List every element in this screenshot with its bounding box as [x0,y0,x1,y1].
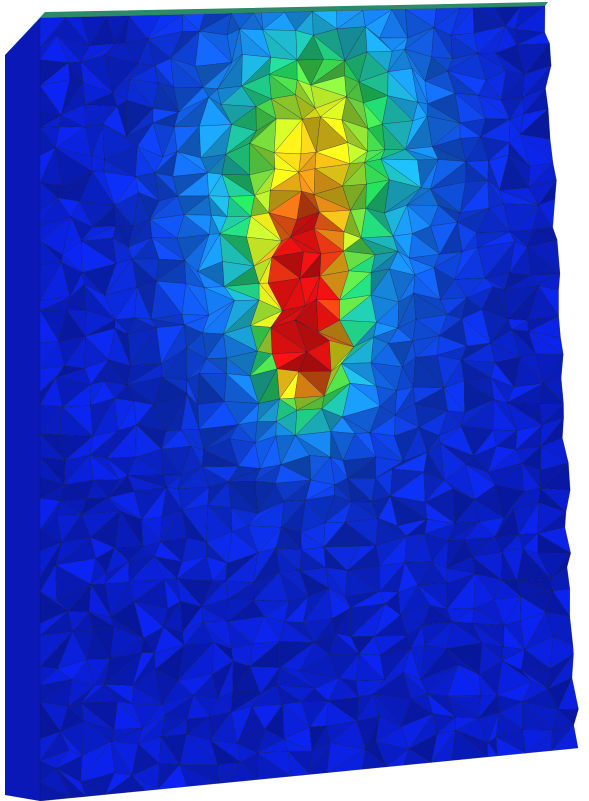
mesh-triangle [131,775,159,791]
mesh-triangle [80,781,106,797]
slab-side-face [5,18,40,801]
slab-top-polygon [5,2,548,55]
mesh-triangle [179,764,219,787]
mesh-triangle [362,748,387,770]
mesh-triangle [257,752,292,780]
mesh-triangle [487,742,498,758]
mesh-triangle [403,748,432,766]
mesh-triangle [495,736,526,757]
mesh-triangle [287,750,310,777]
mesh-triangle [551,724,579,751]
triangle-mesh [39,5,579,801]
mesh-triangle [451,730,488,761]
mesh-triangle [227,761,259,783]
mesh-triangle [39,782,72,801]
mesh-triangle [55,768,87,799]
slab-top-face [5,2,548,55]
slab-side-polygon [5,18,40,801]
